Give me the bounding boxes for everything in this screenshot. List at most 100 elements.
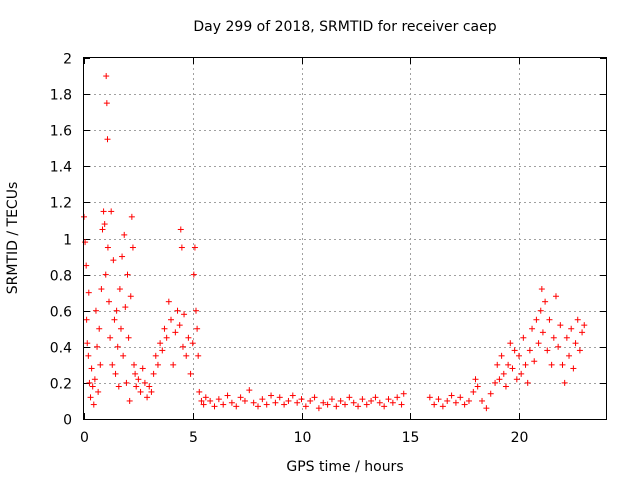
data-point	[177, 226, 184, 233]
y-tick-label: 0.8	[50, 269, 72, 285]
data-point	[518, 370, 525, 377]
data-point	[110, 257, 117, 264]
data-point	[285, 397, 292, 404]
data-point	[196, 388, 203, 395]
data-point	[165, 298, 172, 305]
y-axis-label: SRMTID / TECUs	[5, 182, 21, 295]
data-point	[174, 307, 181, 314]
y-tick-label: 1.4	[50, 160, 72, 176]
data-point	[172, 329, 179, 336]
x-tick-label: 0	[80, 430, 89, 446]
data-point	[363, 401, 370, 408]
data-point	[570, 365, 577, 372]
data-point	[96, 325, 103, 332]
data-point	[559, 361, 566, 368]
data-point	[470, 388, 477, 395]
data-point	[148, 388, 155, 395]
data-point	[576, 347, 583, 354]
data-point	[211, 403, 218, 410]
tick-labels: 00.20.40.60.811.21.41.61.820 5 10 15 20	[50, 52, 529, 447]
data-point	[111, 316, 118, 323]
data-point	[537, 307, 544, 314]
data-point	[84, 340, 91, 347]
y-tick-label: 0	[63, 413, 72, 429]
data-point	[152, 352, 159, 359]
data-point	[228, 399, 235, 406]
data-point	[133, 383, 140, 390]
data-point	[189, 340, 196, 347]
data-point	[439, 403, 446, 410]
data-point	[117, 325, 124, 332]
data-point	[183, 352, 190, 359]
data-point	[85, 352, 92, 359]
data-point	[533, 316, 540, 323]
data-point	[170, 361, 177, 368]
data-point	[529, 325, 536, 332]
data-point	[159, 347, 166, 354]
data-point	[185, 334, 192, 341]
data-point	[552, 293, 559, 300]
data-point	[90, 401, 97, 408]
data-point	[161, 325, 168, 332]
y-tick-label: 2	[63, 52, 72, 68]
data-point	[83, 316, 90, 323]
data-point	[400, 390, 407, 397]
data-point	[520, 334, 527, 341]
data-point	[350, 399, 357, 406]
y-tick-label: 0.4	[50, 341, 72, 357]
data-point	[141, 379, 148, 386]
data-point	[127, 293, 134, 300]
data-point	[198, 397, 205, 404]
data-point	[507, 340, 514, 347]
data-point	[568, 325, 575, 332]
data-point	[135, 376, 142, 383]
data-point	[581, 322, 588, 329]
data-point	[457, 394, 464, 401]
y-tick-label: 1.2	[50, 196, 72, 212]
data-point	[526, 347, 533, 354]
data-point	[500, 370, 507, 377]
data-point	[233, 403, 240, 410]
data-point	[398, 401, 405, 408]
data-point	[513, 376, 520, 383]
data-point	[103, 100, 110, 107]
data-point	[137, 388, 144, 395]
data-point	[102, 271, 109, 278]
data-point	[179, 343, 186, 350]
data-point	[524, 379, 531, 386]
data-point	[106, 298, 113, 305]
data-point	[355, 403, 362, 410]
data-point	[426, 394, 433, 401]
data-point	[191, 244, 198, 251]
data-point	[132, 370, 139, 377]
data-point	[492, 379, 499, 386]
data-point	[115, 383, 122, 390]
data-point	[237, 394, 244, 401]
data-point	[114, 343, 121, 350]
grid	[84, 58, 606, 419]
data-point	[452, 399, 459, 406]
data-point	[563, 334, 570, 341]
data-point	[544, 347, 551, 354]
data-point	[91, 376, 98, 383]
data-point	[294, 399, 301, 406]
data-point	[315, 405, 322, 412]
data-point	[376, 399, 383, 406]
data-point	[298, 396, 305, 403]
data-point	[372, 394, 379, 401]
data-point	[250, 399, 257, 406]
data-point	[542, 298, 549, 305]
data-point	[82, 239, 89, 246]
data-point	[328, 396, 335, 403]
y-tick-label: 1.6	[50, 124, 72, 140]
data-point	[83, 262, 90, 269]
data-point	[496, 376, 503, 383]
data-point	[178, 244, 185, 251]
data-point	[509, 365, 516, 372]
data-point	[144, 394, 151, 401]
data-point	[112, 370, 119, 377]
data-point	[359, 396, 366, 403]
x-tick-label: 5	[189, 430, 198, 446]
y-tick-label: 1.8	[50, 88, 72, 104]
